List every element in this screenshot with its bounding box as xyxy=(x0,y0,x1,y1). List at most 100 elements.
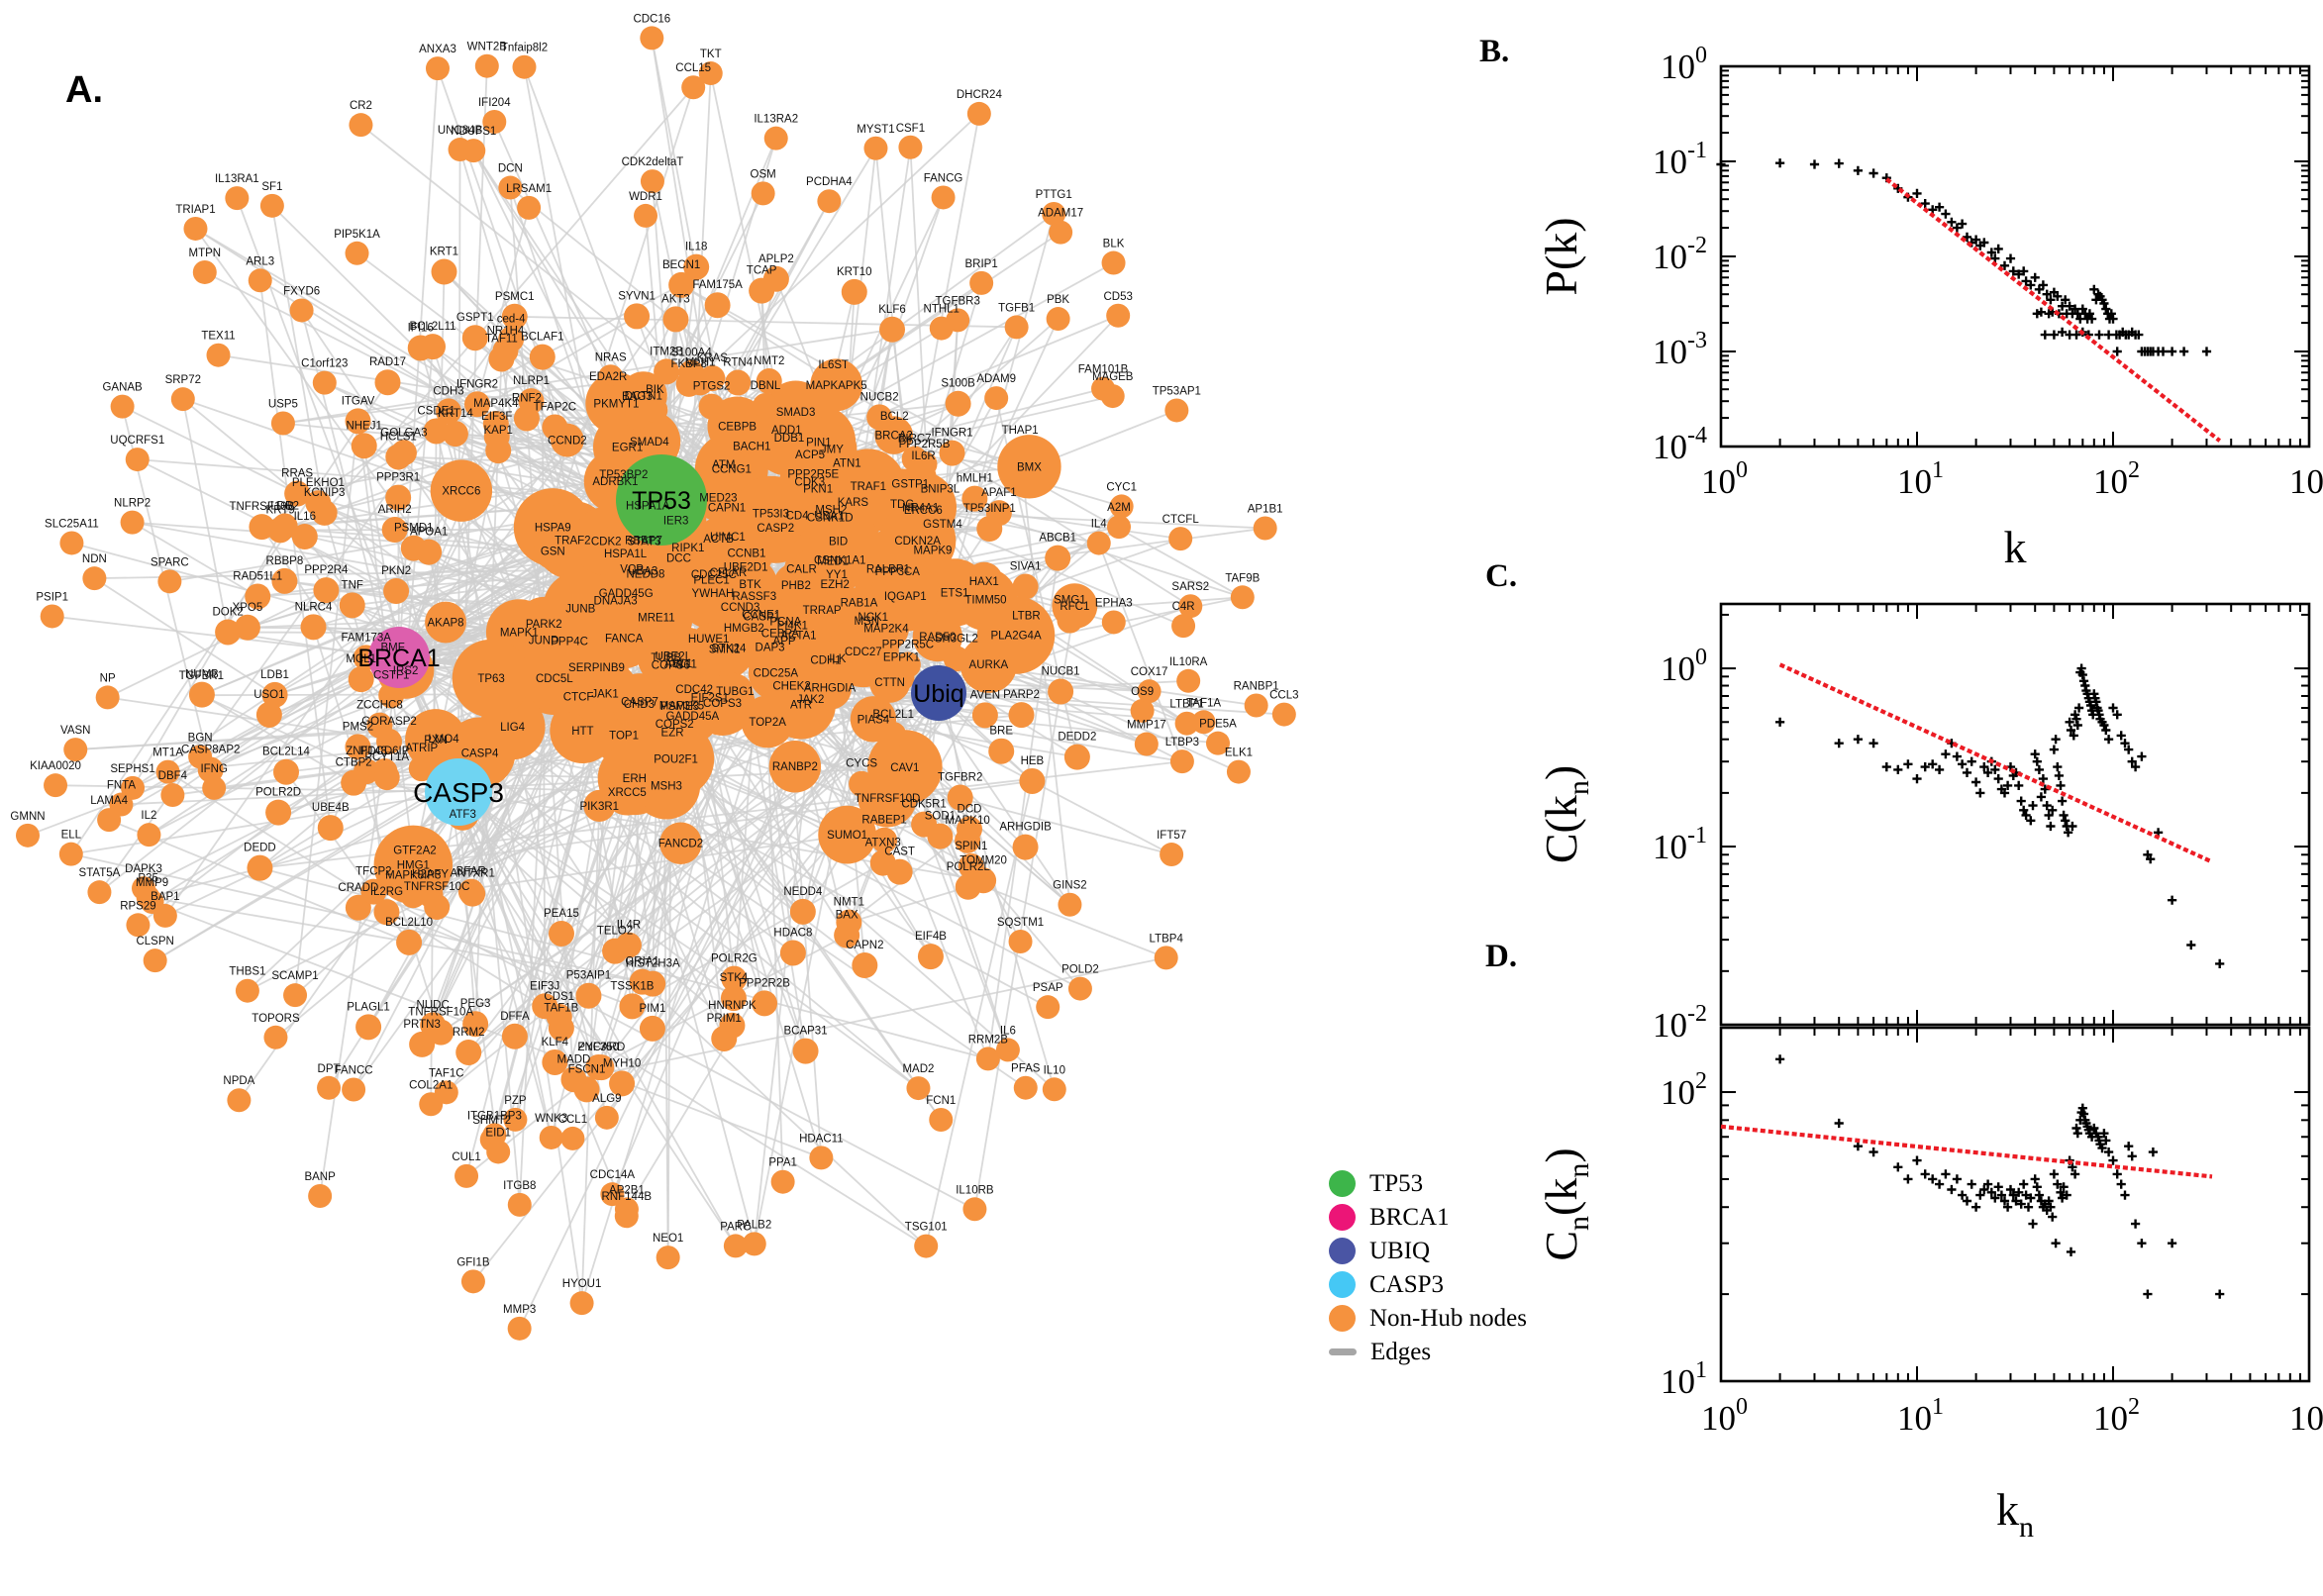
network-node xyxy=(620,580,693,653)
network-node-label: LIG4 xyxy=(500,722,526,734)
network-node-label: HDAC8 xyxy=(773,927,812,939)
network-node-labels: CHD3NR4A1TOP1AURKAYWHAHPHB2VCPCCNG1TP53B… xyxy=(10,13,1298,1315)
y-axis-title: C(kn​) xyxy=(1536,765,1595,863)
network-node-label: FANCC xyxy=(335,1065,373,1077)
network-node-label: YWHAH xyxy=(692,588,735,600)
network-edge xyxy=(457,791,735,980)
network-edge xyxy=(398,68,439,658)
network-node xyxy=(809,1146,834,1170)
network-node xyxy=(192,259,217,284)
network-node-label: ILK xyxy=(829,653,847,665)
network-node-label: ALG9 xyxy=(592,1093,621,1105)
network-node-label: ZNF350 xyxy=(578,1042,620,1053)
network-node-label: ATR xyxy=(790,700,812,712)
network-node-label: PARP2 xyxy=(1003,689,1040,701)
network-node xyxy=(462,1011,489,1038)
network-node xyxy=(995,1038,1020,1062)
network-node-label: GANAB xyxy=(102,382,143,394)
network-node xyxy=(720,985,747,1012)
network-node-label: IL10RB xyxy=(956,1184,994,1196)
network-node xyxy=(1160,843,1184,867)
network-node-label: JAK2 xyxy=(797,694,825,706)
network-node xyxy=(756,368,782,395)
network-node-label: P35 xyxy=(138,872,157,884)
network-node xyxy=(542,414,568,441)
network-node xyxy=(770,1169,795,1194)
network-node xyxy=(44,773,68,798)
network-node-label: GFI1B xyxy=(456,1256,490,1268)
network-node xyxy=(235,978,259,1003)
network-node-label: WNT2B xyxy=(467,42,508,53)
node-swatch-icon xyxy=(1329,1170,1356,1197)
network-node-label: DDB1 xyxy=(774,433,805,445)
network-node xyxy=(431,258,457,285)
network-edge xyxy=(849,885,969,924)
network-node xyxy=(454,1163,479,1188)
network-node-label: TP63 xyxy=(477,673,505,685)
legend-item-tp53: TP53 xyxy=(1329,1170,1527,1197)
network-node-label: TUBB xyxy=(651,652,681,664)
network-node-label: PEG3 xyxy=(460,998,491,1010)
network-node xyxy=(639,1015,665,1042)
network-node xyxy=(345,408,371,435)
network-node-label: CR2 xyxy=(350,100,372,112)
network-node xyxy=(733,475,809,550)
network-node-label: PIM1 xyxy=(640,1003,666,1015)
network-node xyxy=(1134,732,1159,756)
network-node xyxy=(95,685,120,710)
network-node-label: TAF1C xyxy=(429,1067,464,1079)
network-node xyxy=(492,338,519,364)
network-node-label: DCTN1 xyxy=(625,390,662,402)
network-node xyxy=(461,325,488,351)
network-node xyxy=(87,880,112,905)
network-node xyxy=(694,473,743,522)
axis-ticks xyxy=(1720,604,2310,1026)
network-node xyxy=(798,501,878,581)
network-node xyxy=(401,857,428,884)
network-node-label: TOPORS xyxy=(252,1013,300,1025)
network-node-label: ABL1 xyxy=(664,658,692,670)
network-node-label: PLEC1 xyxy=(693,575,729,587)
network-node xyxy=(529,344,556,370)
network-node xyxy=(396,929,423,955)
network-node xyxy=(272,758,299,785)
network-node-label: ARIH2 xyxy=(378,504,412,516)
network-node xyxy=(463,391,490,418)
network-node xyxy=(693,623,724,654)
network-node xyxy=(143,948,167,973)
network-node-label: PIP5K1A xyxy=(334,229,380,241)
network-node-label: GINS2 xyxy=(1053,880,1087,892)
network-node xyxy=(800,481,827,508)
network-node-label: KRT10 xyxy=(837,266,872,278)
network-node-label: IL10 xyxy=(1044,1064,1065,1076)
network-node xyxy=(961,485,988,512)
network-node-label: IFNG xyxy=(200,763,228,775)
network-node-label: BRE xyxy=(989,726,1013,738)
network-node xyxy=(624,303,651,330)
network-node xyxy=(1008,438,1033,462)
network-node-label: ERCC6 xyxy=(904,505,943,517)
network-node xyxy=(501,1023,528,1049)
network-node-label: NLRP2 xyxy=(114,498,151,510)
network-node-label: CCND2 xyxy=(548,436,587,448)
network-node-label: MAD2 xyxy=(902,1063,934,1075)
network-node xyxy=(349,113,373,138)
network-node-label: PPP3R1 xyxy=(376,472,420,484)
network-node-label: CDS1 xyxy=(544,991,574,1003)
legend-item-edges: Edges xyxy=(1329,1339,1527,1365)
network-node xyxy=(988,738,1015,764)
network-node xyxy=(1169,749,1194,774)
network-node-label: S100B xyxy=(941,378,975,390)
network-node-label: PCYT1A xyxy=(364,751,409,763)
network-node xyxy=(595,384,622,411)
axis-tick-label: 103 xyxy=(2289,457,2323,501)
network-node xyxy=(543,570,619,647)
network-node-label: CYCS xyxy=(846,758,877,770)
network-node-label: POLR2L xyxy=(947,861,991,873)
plot-frame xyxy=(1719,64,2311,449)
network-edge xyxy=(247,791,459,992)
network-node xyxy=(381,517,408,544)
plot-frame xyxy=(1719,1026,2311,1383)
network-edge xyxy=(201,693,354,784)
